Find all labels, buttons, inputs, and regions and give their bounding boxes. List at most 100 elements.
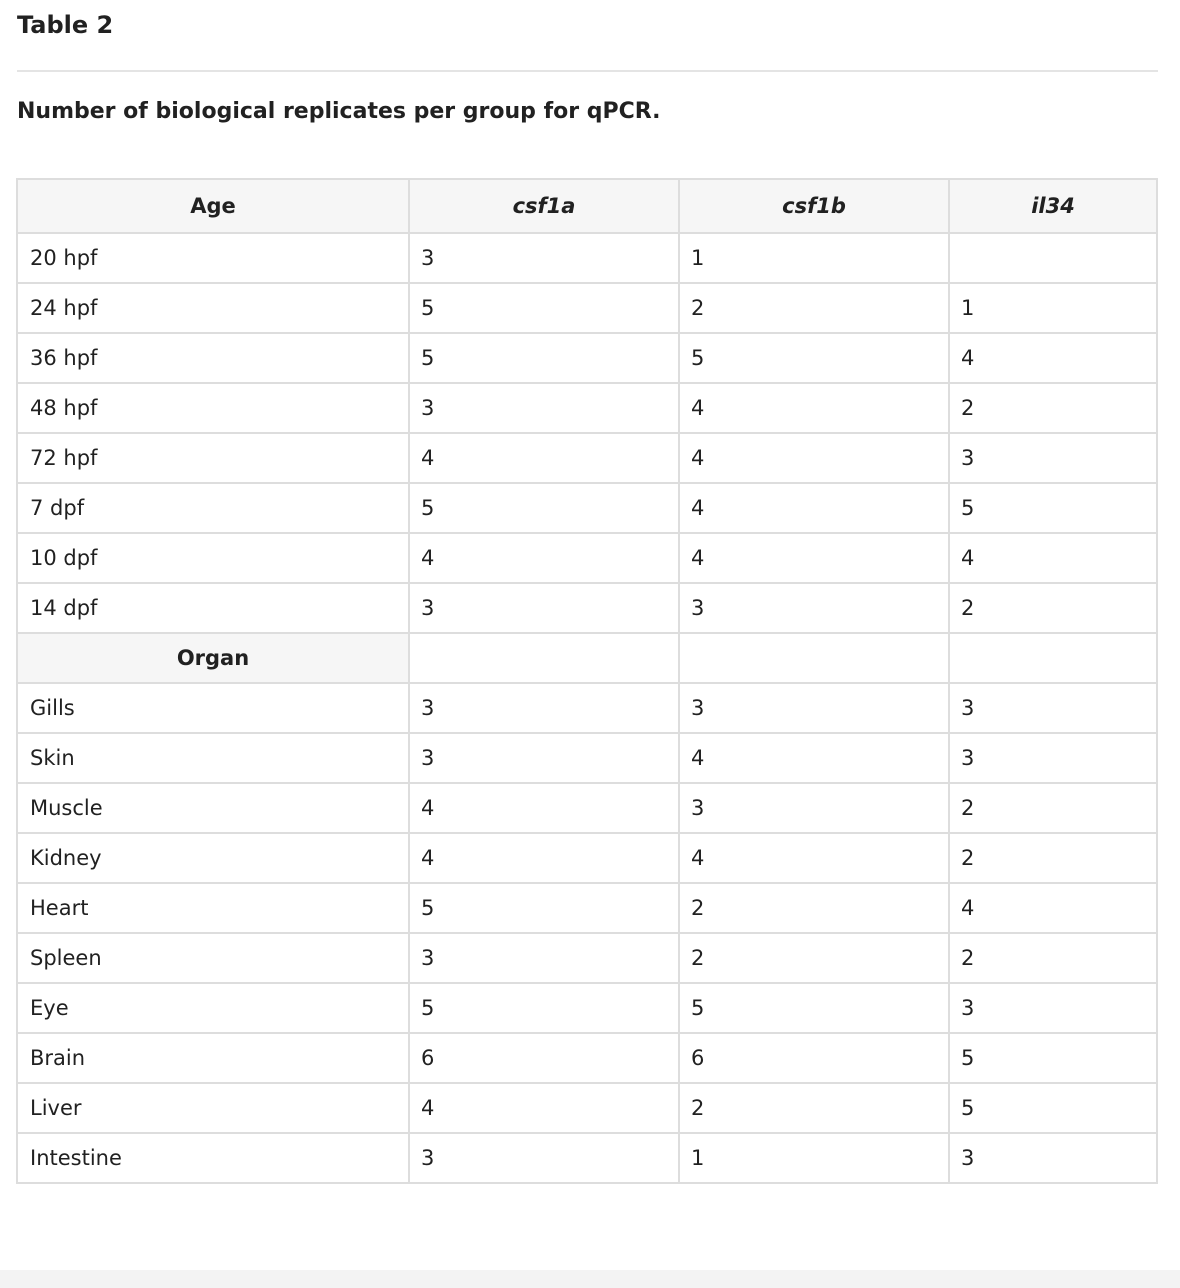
cell-il34: 3 [948,982,1158,1034]
cell-csf1b: 4 [678,832,950,884]
bottom-scroll-edge [0,1270,1180,1288]
row-label: 72 hpf [16,432,410,484]
row-label: 7 dpf [16,482,410,534]
cell-csf1a: 4 [408,832,680,884]
row-label: 36 hpf [16,332,410,384]
cell-csf1b: 2 [678,282,950,334]
cell-csf1a: 3 [408,232,680,284]
cell-csf1b: 4 [678,732,950,784]
table-row: Brain 6 6 5 [16,1032,1158,1084]
row-label: Spleen [16,932,410,984]
cell-csf1a: 4 [408,532,680,584]
cell-csf1b: 3 [678,582,950,634]
cell-csf1b: 6 [678,1032,950,1084]
cell-csf1b: 4 [678,432,950,484]
cell-il34: 5 [948,1082,1158,1134]
table-body: 20 hpf 3 1 24 hpf 5 2 1 36 hpf 5 5 4 48 … [16,232,1158,1184]
cell-il34: 2 [948,832,1158,884]
cell-csf1a: 4 [408,1082,680,1134]
cell-il34: 5 [948,482,1158,534]
row-label: Brain [16,1032,410,1084]
cell-csf1a: 4 [408,432,680,484]
cell-csf1a: 5 [408,282,680,334]
row-label: 48 hpf [16,382,410,434]
row-label: Muscle [16,782,410,834]
cell-csf1b: 2 [678,1082,950,1134]
cell-il34: 3 [948,1132,1158,1184]
table-row: Spleen 3 2 2 [16,932,1158,984]
row-label: Gills [16,682,410,734]
cell-csf1a: 3 [408,1132,680,1184]
table-row: 10 dpf 4 4 4 [16,532,1158,584]
cell-csf1a: 6 [408,1032,680,1084]
cell-il34: 2 [948,782,1158,834]
row-label: 20 hpf [16,232,410,284]
column-header-csf1b: csf1b [678,178,950,234]
row-label: Skin [16,732,410,784]
table-row: 36 hpf 5 5 4 [16,332,1158,384]
empty-cell [408,632,680,684]
replicates-table: Age csf1a csf1b il34 20 hpf 3 1 24 hpf 5… [16,178,1158,1184]
column-header-csf1a: csf1a [408,178,680,234]
cell-il34: 2 [948,582,1158,634]
header-row: Age csf1a csf1b il34 [16,178,1158,234]
cell-csf1b: 2 [678,932,950,984]
cell-il34: 4 [948,532,1158,584]
section-header-row: Organ [16,632,1158,684]
cell-csf1a: 3 [408,932,680,984]
cell-csf1b: 1 [678,1132,950,1184]
cell-csf1b: 4 [678,382,950,434]
table-row: Intestine 3 1 3 [16,1132,1158,1184]
cell-csf1b: 1 [678,232,950,284]
cell-csf1b: 2 [678,882,950,934]
table-caption: Number of biological replicates per grou… [17,99,661,124]
table-row: 48 hpf 3 4 2 [16,382,1158,434]
cell-il34: 3 [948,682,1158,734]
cell-csf1a: 3 [408,582,680,634]
cell-csf1a: 5 [408,882,680,934]
table-label: Table 2 [17,11,114,39]
cell-csf1b: 5 [678,982,950,1034]
row-label: Heart [16,882,410,934]
table-row: Muscle 4 3 2 [16,782,1158,834]
cell-il34: 2 [948,932,1158,984]
cell-csf1b: 3 [678,682,950,734]
table-row: Kidney 4 4 2 [16,832,1158,884]
cell-csf1a: 3 [408,732,680,784]
cell-il34: 1 [948,282,1158,334]
table-row: 14 dpf 3 3 2 [16,582,1158,634]
cell-csf1a: 5 [408,332,680,384]
cell-il34: 3 [948,732,1158,784]
row-label: 24 hpf [16,282,410,334]
table-row: 20 hpf 3 1 [16,232,1158,284]
column-header-il34: il34 [948,178,1158,234]
cell-csf1b: 5 [678,332,950,384]
divider [17,70,1158,72]
cell-csf1b: 4 [678,532,950,584]
table-header: Age csf1a csf1b il34 [16,178,1158,234]
table-row: Eye 5 5 3 [16,982,1158,1034]
cell-il34: 4 [948,882,1158,934]
cell-csf1a: 4 [408,782,680,834]
table-row: 24 hpf 5 2 1 [16,282,1158,334]
row-label: Intestine [16,1132,410,1184]
cell-csf1a: 5 [408,482,680,534]
empty-cell [948,632,1158,684]
row-label: Liver [16,1082,410,1134]
row-label: Kidney [16,832,410,884]
table-row: Heart 5 2 4 [16,882,1158,934]
cell-csf1a: 3 [408,682,680,734]
cell-il34: 5 [948,1032,1158,1084]
section-header-organ: Organ [16,632,410,684]
cell-csf1b: 3 [678,782,950,834]
cell-il34: 4 [948,332,1158,384]
cell-il34: 3 [948,432,1158,484]
table-row: 7 dpf 5 4 5 [16,482,1158,534]
table-row: Skin 3 4 3 [16,732,1158,784]
row-label: 14 dpf [16,582,410,634]
cell-csf1a: 3 [408,382,680,434]
cell-il34: 2 [948,382,1158,434]
empty-cell [678,632,950,684]
table-row: Liver 4 2 5 [16,1082,1158,1134]
